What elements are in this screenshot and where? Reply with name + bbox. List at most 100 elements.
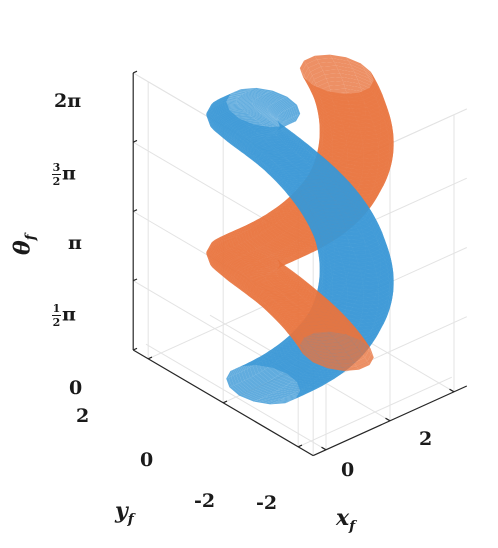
- surface-patch-series-1: [222, 103, 238, 106]
- surface-patch-series-1: [241, 370, 248, 381]
- surface-patch-series-1: [236, 98, 254, 102]
- surface-patch-series-1: [379, 274, 390, 287]
- surface-patch-series-0: [322, 303, 341, 314]
- surface-patch-series-1: [271, 392, 291, 397]
- surface-patch-series-1: [217, 133, 230, 143]
- surface-patch-series-1: [236, 102, 254, 106]
- surface-patch-series-0: [375, 93, 387, 106]
- surface-patch-series-0: [287, 327, 294, 340]
- surface-patch-series-0: [276, 215, 297, 220]
- surface-patch-series-0: [252, 241, 268, 248]
- surface-patch-series-1: [290, 106, 296, 117]
- surface-patch-series-0: [252, 243, 268, 251]
- surface-patch-series-1: [261, 161, 268, 174]
- surface-patch-series-1: [304, 206, 311, 218]
- surface-patch-series-1: [218, 93, 232, 100]
- surface-patch-series-0: [241, 275, 249, 286]
- surface-patch-series-1: [316, 151, 330, 163]
- surface-patch-series-1: [322, 270, 334, 280]
- surface-patch-series-0: [342, 316, 356, 328]
- surface-patch-series-0: [322, 361, 342, 368]
- surface-patch-series-1: [319, 200, 337, 206]
- surface-patch-series-1: [214, 117, 221, 126]
- surface-patch-series-1: [360, 319, 373, 331]
- surface-patch-series-0: [256, 280, 271, 288]
- surface-patch-series-1: [280, 98, 293, 108]
- surface-patch-series-0: [253, 239, 269, 247]
- surface-patch-series-1: [285, 96, 297, 106]
- surface-patch-series-1: [299, 187, 313, 196]
- surface-patch-series-1: [270, 402, 288, 405]
- surface-patch-series-0: [213, 262, 218, 273]
- surface-patch-series-1: [322, 165, 341, 175]
- surface-patch-series-0: [299, 68, 306, 81]
- surface-patch-series-1: [307, 182, 326, 188]
- surface-patch-series-0: [284, 248, 289, 259]
- surface-patch-series-1: [246, 91, 265, 96]
- surface-patch-series-1: [256, 364, 275, 368]
- surface-patch-series-1: [251, 388, 269, 397]
- surface-patch-series-0: [308, 83, 313, 96]
- surface-patch-series-0: [213, 254, 219, 264]
- surface-patch-series-1: [317, 220, 330, 230]
- surface-patch-series-1: [341, 215, 360, 223]
- z-tick: [132, 347, 138, 351]
- surface-patch-series-1: [258, 159, 265, 171]
- surface-patch-series-1: [229, 111, 247, 114]
- surface-patch-series-0: [252, 284, 260, 295]
- surface-patch-series-0: [231, 282, 244, 293]
- surface-patch-series-1: [252, 104, 268, 111]
- surface-patch-series-0: [334, 355, 352, 361]
- surface-patch-series-0: [333, 316, 351, 327]
- surface-patch-series-0: [260, 261, 280, 267]
- surface-patch-series-1: [224, 106, 241, 109]
- surface-patch-series-1: [310, 205, 323, 214]
- surface-patch-series-1: [314, 172, 334, 179]
- surface-patch-series-1: [304, 148, 323, 157]
- surface-patch-series-0: [274, 271, 294, 277]
- surface-patch-series-1: [257, 97, 273, 105]
- surface-patch-series-1: [319, 268, 324, 280]
- surface-patch-series-1: [285, 142, 305, 149]
- surface-patch-series-0: [299, 241, 305, 252]
- surface-patch-series-0: [372, 161, 384, 173]
- surface-patch-series-0: [292, 244, 298, 255]
- surface-patch-series-0: [276, 314, 283, 327]
- surface-patch-series-1: [345, 280, 363, 287]
- surface-patch-series-1: [247, 367, 253, 378]
- surface-patch-series-0: [257, 249, 273, 257]
- surface-patch-series-0: [297, 334, 304, 346]
- surface-patch-series-1: [280, 397, 298, 400]
- surface-patch-series-0: [334, 108, 350, 114]
- surface-patch-series-1: [255, 108, 271, 116]
- surface-patch-series-0: [229, 280, 242, 291]
- surface-patch-series-0: [280, 302, 294, 311]
- surface-patch-series-0: [302, 314, 320, 319]
- surface-patch-series-1: [272, 366, 290, 374]
- surface-patch-series-0: [278, 253, 282, 263]
- surface-patch-series-0: [224, 262, 231, 272]
- surface-patch-series-0: [253, 267, 272, 271]
- surface-patch-series-0: [294, 318, 308, 327]
- surface-patch-series-1: [287, 133, 306, 143]
- surface-patch-series-0: [334, 115, 350, 121]
- surface-patch-series-0: [223, 234, 240, 237]
- surface-patch-series-0: [244, 249, 263, 254]
- surface-patch-series-0: [348, 127, 366, 134]
- surface-patch-series-0: [324, 73, 342, 79]
- surface-patch-series-1: [363, 276, 380, 286]
- surface-patch-series-1: [351, 187, 364, 200]
- surface-patch-series-0: [252, 240, 268, 248]
- surface-patch-series-1: [318, 275, 323, 287]
- surface-patch-series-1: [278, 113, 283, 124]
- surface-patch-series-1: [268, 129, 288, 134]
- surface-patch-series-1: [280, 112, 285, 122]
- surface-patch-series-0: [325, 364, 344, 371]
- surface-patch-series-1: [226, 133, 232, 144]
- surface-patch-series-1: [218, 119, 225, 129]
- surface-patch-series-0: [354, 162, 371, 172]
- surface-patch-series-0: [367, 171, 379, 183]
- surface-patch-series-0: [207, 248, 213, 257]
- surface-patch-series-0: [329, 54, 349, 61]
- surface-patch-series-1: [329, 284, 346, 289]
